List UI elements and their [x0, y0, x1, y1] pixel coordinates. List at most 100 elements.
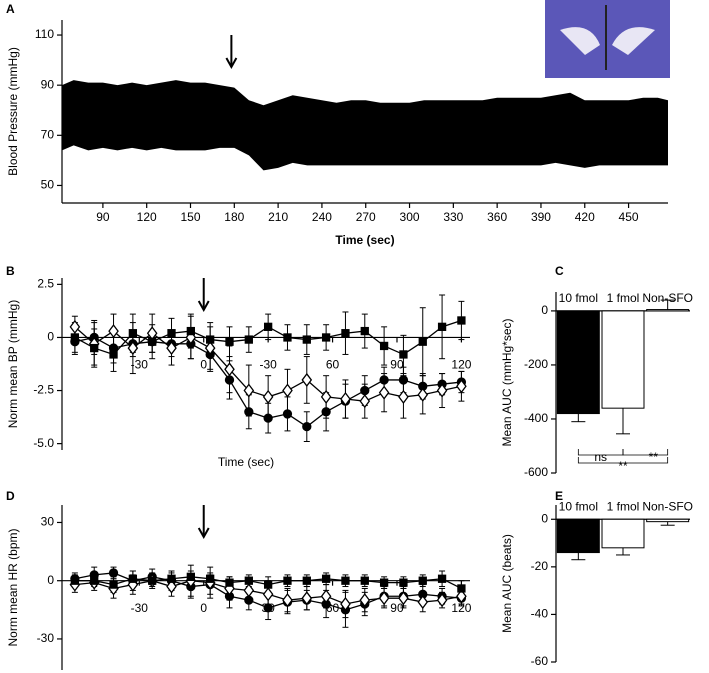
y-tick-label: 30: [41, 515, 55, 529]
y-axis-title: Norm mean BP (mmHg): [6, 300, 20, 428]
significance-bracket: [622, 449, 669, 456]
category-label: 10 fmol: [559, 499, 598, 513]
marker: [186, 572, 195, 581]
marker: [437, 574, 447, 583]
x-tick-label: 210: [268, 210, 288, 224]
arrow-head: [225, 57, 238, 70]
inset-ventricle: [560, 27, 600, 55]
marker: [166, 579, 177, 594]
marker: [436, 383, 448, 398]
error-bar: [660, 521, 675, 526]
marker: [224, 375, 235, 385]
inset-image: [545, 0, 670, 78]
x-tick-label: 420: [575, 210, 595, 224]
marker: [206, 574, 215, 583]
marker: [418, 337, 427, 346]
x-tick-label: 270: [356, 210, 376, 224]
marker: [359, 394, 371, 409]
marker: [167, 329, 176, 338]
y-tick-label: 110: [35, 27, 54, 41]
bar: [556, 310, 600, 415]
marker: [70, 333, 80, 342]
marker: [437, 322, 447, 331]
marker: [90, 576, 99, 585]
marker: [359, 593, 371, 608]
marker: [128, 329, 138, 338]
marker: [341, 576, 350, 585]
error-bar: [616, 547, 630, 556]
marker: [243, 383, 255, 398]
y-tick-label: -2.5: [33, 383, 54, 397]
marker: [321, 574, 331, 583]
bar: [646, 309, 690, 312]
category-label: Non-SFO: [642, 291, 693, 305]
x-tick-label: 240: [312, 210, 332, 224]
panel: C Mean AUC (mmHg*sec) 0 -200 -400 -600 10 fmol…: [500, 264, 693, 479]
marker: [224, 362, 235, 377]
marker: [204, 340, 216, 356]
marker: [340, 391, 351, 407]
y-tick-label: 0: [47, 573, 54, 587]
y-tick-label: -30: [37, 631, 55, 645]
x-tick-label: 360: [487, 210, 507, 224]
x-axis-title: Time (sec): [218, 455, 274, 469]
marker: [320, 389, 332, 404]
marker: [302, 421, 312, 432]
injection-arrow: [197, 505, 210, 540]
arrow-head: [197, 300, 210, 313]
x-tick-label: 120: [451, 358, 471, 372]
marker: [340, 596, 351, 612]
x-tick-label: 300: [400, 210, 420, 224]
marker: [341, 329, 350, 338]
marker: [436, 593, 448, 608]
x-tick-label: 180: [224, 210, 244, 224]
marker: [301, 591, 313, 606]
marker: [186, 326, 195, 336]
bar: [646, 518, 690, 523]
marker: [244, 335, 253, 344]
marker: [360, 576, 369, 585]
marker: [263, 322, 273, 331]
panel-letter: D: [6, 489, 15, 503]
x-tick-label: -30: [131, 358, 149, 372]
marker: [148, 337, 157, 346]
marker: [109, 580, 118, 589]
panel: B Norm mean BP (mmHg) 2.5 0 -2.5 -5.0 -30 0 -30 6…: [6, 264, 472, 469]
x-tick-label: 60: [326, 358, 340, 372]
marker: [321, 407, 331, 417]
x-tick-label: 120: [451, 601, 471, 615]
x-axis-title: Time (sec): [335, 233, 394, 247]
marker: [379, 578, 389, 587]
y-tick-label: 70: [41, 127, 55, 141]
marker: [378, 591, 390, 606]
marker: [418, 576, 427, 585]
marker: [282, 383, 293, 398]
x-tick-label: 90: [390, 358, 404, 372]
x-tick-label: 0: [200, 601, 207, 615]
marker: [379, 375, 389, 385]
panel-letter: E: [555, 489, 563, 503]
y-tick-label: 0: [541, 511, 548, 525]
marker: [302, 576, 311, 585]
significance-bracket: [577, 457, 669, 464]
marker: [244, 407, 254, 417]
marker: [321, 333, 331, 342]
marker: [360, 326, 369, 336]
marker: [206, 335, 215, 344]
arrow-head: [197, 527, 210, 540]
marker: [456, 379, 467, 394]
marker: [263, 603, 273, 613]
marker: [283, 333, 292, 342]
y-tick-label: -40: [531, 607, 549, 621]
marker: [108, 568, 119, 578]
marker: [225, 337, 234, 346]
marker: [167, 574, 176, 583]
x-tick-label: 390: [531, 210, 551, 224]
marker: [263, 413, 273, 423]
y-tick-label: 0: [47, 330, 54, 344]
x-tick-label: -30: [131, 601, 149, 615]
y-axis-title: Blood Pressure (mmHg): [6, 47, 20, 176]
bar: [601, 518, 645, 549]
marker: [128, 574, 138, 583]
